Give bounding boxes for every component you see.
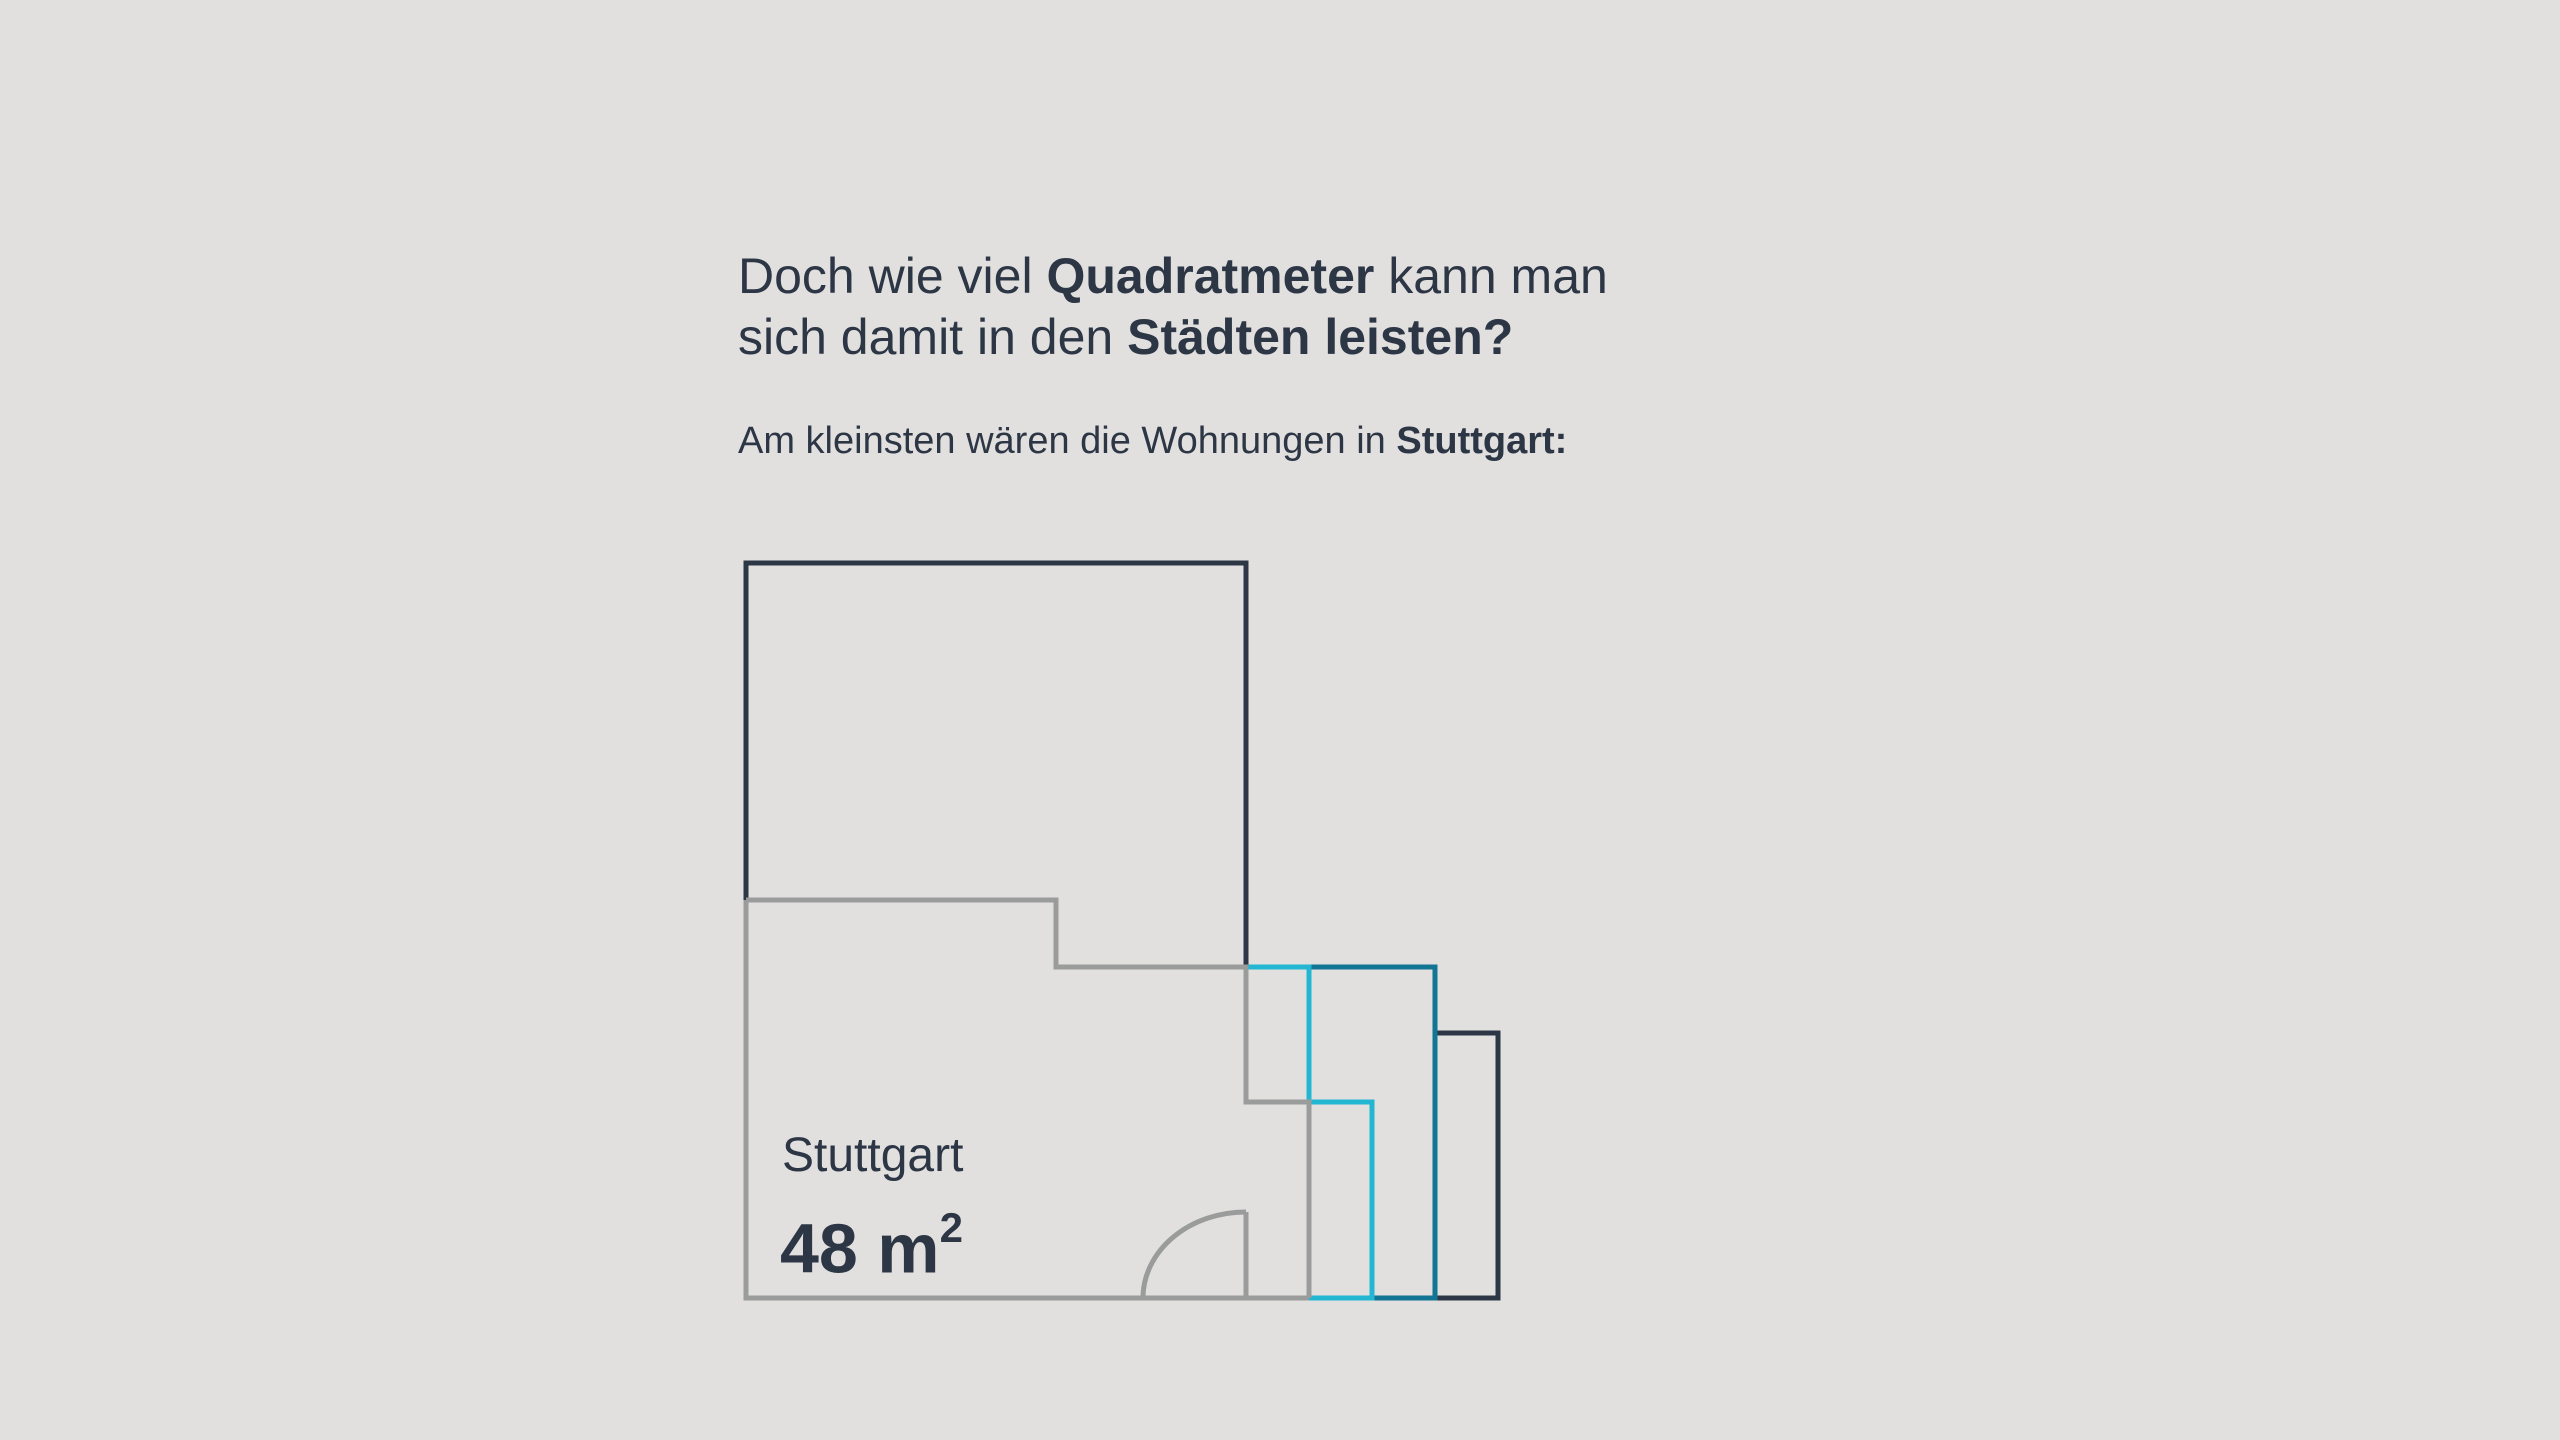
area-label: 48 m2 <box>780 1192 963 1290</box>
door-swing-icon <box>1140 1209 1247 1299</box>
subline: Am kleinsten wären die Wohnungen in Stut… <box>738 416 1738 466</box>
headline-bold2: Städten leisten? <box>1127 309 1514 365</box>
outline-gray-stuttgart-base <box>743 900 1309 1301</box>
outline-cyan <box>1246 964 1375 1301</box>
outline-teal <box>1309 964 1438 1301</box>
subline-text: Am kleinsten wären die Wohnungen in <box>738 420 1397 462</box>
headline-part3: sich damit in den <box>738 309 1128 365</box>
area-value: 48 m <box>780 1209 940 1288</box>
headline: Doch wie viel Quadratmeter kann man sich … <box>738 246 1738 368</box>
headline-bold1: Quadratmeter <box>1046 248 1375 304</box>
headline-part1: Doch wie viel <box>738 248 1047 304</box>
outline-dark-large <box>743 560 1249 967</box>
outline-gray-stuttgart <box>746 897 1249 1102</box>
subline-bold: Stuttgart: <box>1396 420 1568 462</box>
city-label: Stuttgart <box>782 1129 964 1182</box>
area-unit-exponent: 2 <box>939 1204 963 1251</box>
headline-part2: kann man <box>1374 248 1608 304</box>
outline-dark-small <box>1435 1030 1501 1301</box>
outline-gray-step <box>1243 967 1312 1298</box>
